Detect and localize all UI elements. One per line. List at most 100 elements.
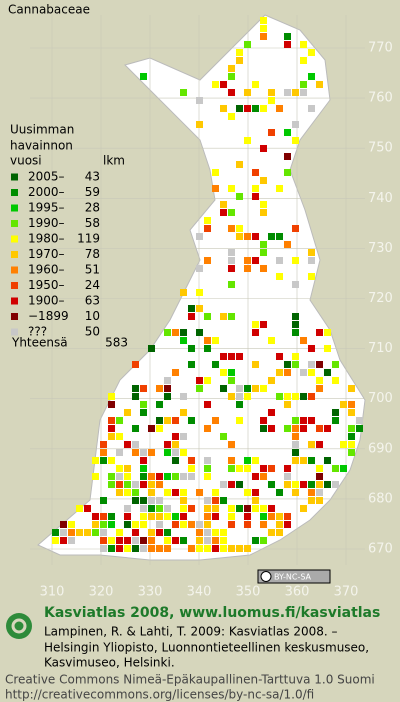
- record-square: [268, 233, 275, 240]
- record-square: [108, 537, 115, 544]
- record-square: [324, 481, 331, 488]
- record-square: [124, 513, 131, 520]
- record-square: [172, 537, 179, 544]
- record-square: [292, 353, 299, 360]
- record-square: [260, 265, 267, 272]
- record-square: [108, 513, 115, 520]
- record-square: [284, 513, 291, 520]
- record-square: [236, 401, 243, 408]
- record-square: [244, 513, 251, 520]
- record-square: [260, 425, 267, 432]
- legend-label: 1950–: [28, 278, 65, 292]
- record-square: [244, 465, 251, 472]
- legend-label: 1960–: [28, 263, 65, 277]
- record-square: [180, 513, 187, 520]
- record-square: [204, 473, 211, 480]
- record-square: [60, 537, 67, 544]
- record-square: [204, 505, 211, 512]
- record-square: [140, 545, 147, 552]
- record-square: [156, 401, 163, 408]
- citation: Helsingin Yliopisto, Luonnontieteellinen…: [44, 641, 369, 655]
- record-square: [116, 417, 123, 424]
- record-square: [172, 329, 179, 336]
- record-square: [228, 225, 235, 232]
- record-square: [276, 393, 283, 400]
- record-square: [268, 129, 275, 136]
- legend-count: 59: [85, 185, 100, 199]
- record-square: [132, 481, 139, 488]
- record-square: [116, 481, 123, 488]
- record-square: [276, 105, 283, 112]
- record-square: [236, 193, 243, 200]
- record-square: [92, 513, 99, 520]
- record-square: [308, 457, 315, 464]
- record-square: [92, 529, 99, 536]
- legend-count: 43: [85, 170, 100, 184]
- record-square: [292, 329, 299, 336]
- y-tick-label: 690: [368, 441, 393, 456]
- record-square: [308, 361, 315, 368]
- record-square: [276, 489, 283, 496]
- record-square: [180, 289, 187, 296]
- record-square: [316, 473, 323, 480]
- record-square: [348, 425, 355, 432]
- record-square: [108, 401, 115, 408]
- record-square: [180, 393, 187, 400]
- record-square: [156, 497, 163, 504]
- record-square: [132, 521, 139, 528]
- legend-label: 2005–: [28, 170, 65, 184]
- record-square: [268, 465, 275, 472]
- record-square: [148, 473, 155, 480]
- record-square: [316, 377, 323, 384]
- record-square: [284, 393, 291, 400]
- record-square: [276, 353, 283, 360]
- record-square: [244, 233, 251, 240]
- record-square: [188, 313, 195, 320]
- record-square: [252, 329, 259, 336]
- citation: Kasvimuseo, Helsinki.: [44, 656, 175, 670]
- record-square: [300, 505, 307, 512]
- record-square: [340, 401, 347, 408]
- record-square: [236, 353, 243, 360]
- record-square: [260, 465, 267, 472]
- record-square: [236, 481, 243, 488]
- record-square: [308, 345, 315, 352]
- record-square: [220, 497, 227, 504]
- record-square: [268, 97, 275, 104]
- record-square: [292, 281, 299, 288]
- record-square: [164, 529, 171, 536]
- record-square: [252, 505, 259, 512]
- record-square: [220, 105, 227, 112]
- record-square: [300, 57, 307, 64]
- record-square: [292, 361, 299, 368]
- record-square: [188, 465, 195, 472]
- record-square: [124, 481, 131, 488]
- record-square: [236, 225, 243, 232]
- record-square: [220, 385, 227, 392]
- record-square: [236, 393, 243, 400]
- record-square: [148, 505, 155, 512]
- legend-swatch: [11, 266, 18, 274]
- record-square: [260, 105, 267, 112]
- record-square: [148, 545, 155, 552]
- record-square: [204, 401, 211, 408]
- record-square: [316, 497, 323, 504]
- record-square: [156, 385, 163, 392]
- record-square: [76, 529, 83, 536]
- record-square: [252, 193, 259, 200]
- record-square: [212, 361, 219, 368]
- legend-count: 119: [77, 232, 100, 246]
- record-square: [228, 505, 235, 512]
- record-square: [204, 521, 211, 528]
- record-square: [300, 89, 307, 96]
- record-square: [252, 473, 259, 480]
- record-square: [116, 529, 123, 536]
- record-square: [156, 417, 163, 424]
- record-square: [164, 489, 171, 496]
- record-square: [252, 257, 259, 264]
- record-square: [236, 161, 243, 168]
- record-square: [204, 217, 211, 224]
- record-square: [252, 105, 259, 112]
- record-square: [188, 457, 195, 464]
- legend-label: 2000–: [28, 185, 65, 199]
